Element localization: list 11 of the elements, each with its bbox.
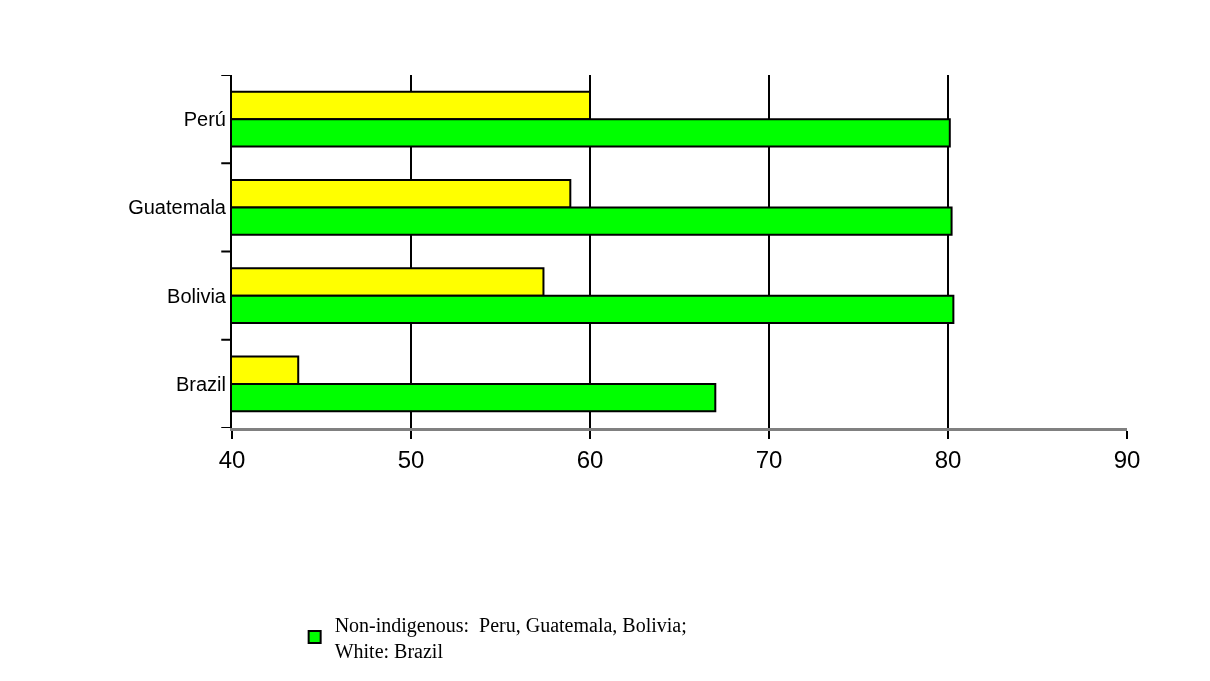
x-tick-label: 40 bbox=[218, 445, 246, 473]
y-tick-label: Bolivia bbox=[167, 284, 227, 307]
x-tick-label: 50 bbox=[397, 445, 425, 473]
y-tick-label: Perú bbox=[183, 108, 226, 131]
x-tick-label: 80 bbox=[934, 445, 962, 473]
x-tick-label: 60 bbox=[576, 445, 604, 473]
x-tick-label: 70 bbox=[755, 445, 783, 473]
x-tick-label: 90 bbox=[1113, 445, 1141, 473]
y-tick-label: Guatemala bbox=[128, 196, 227, 219]
y-tick-label: Brazil bbox=[175, 372, 226, 395]
legend-label: Non-indigenous: Peru, Guatemala, Bolivia; White: Brazil bbox=[334, 613, 687, 662]
